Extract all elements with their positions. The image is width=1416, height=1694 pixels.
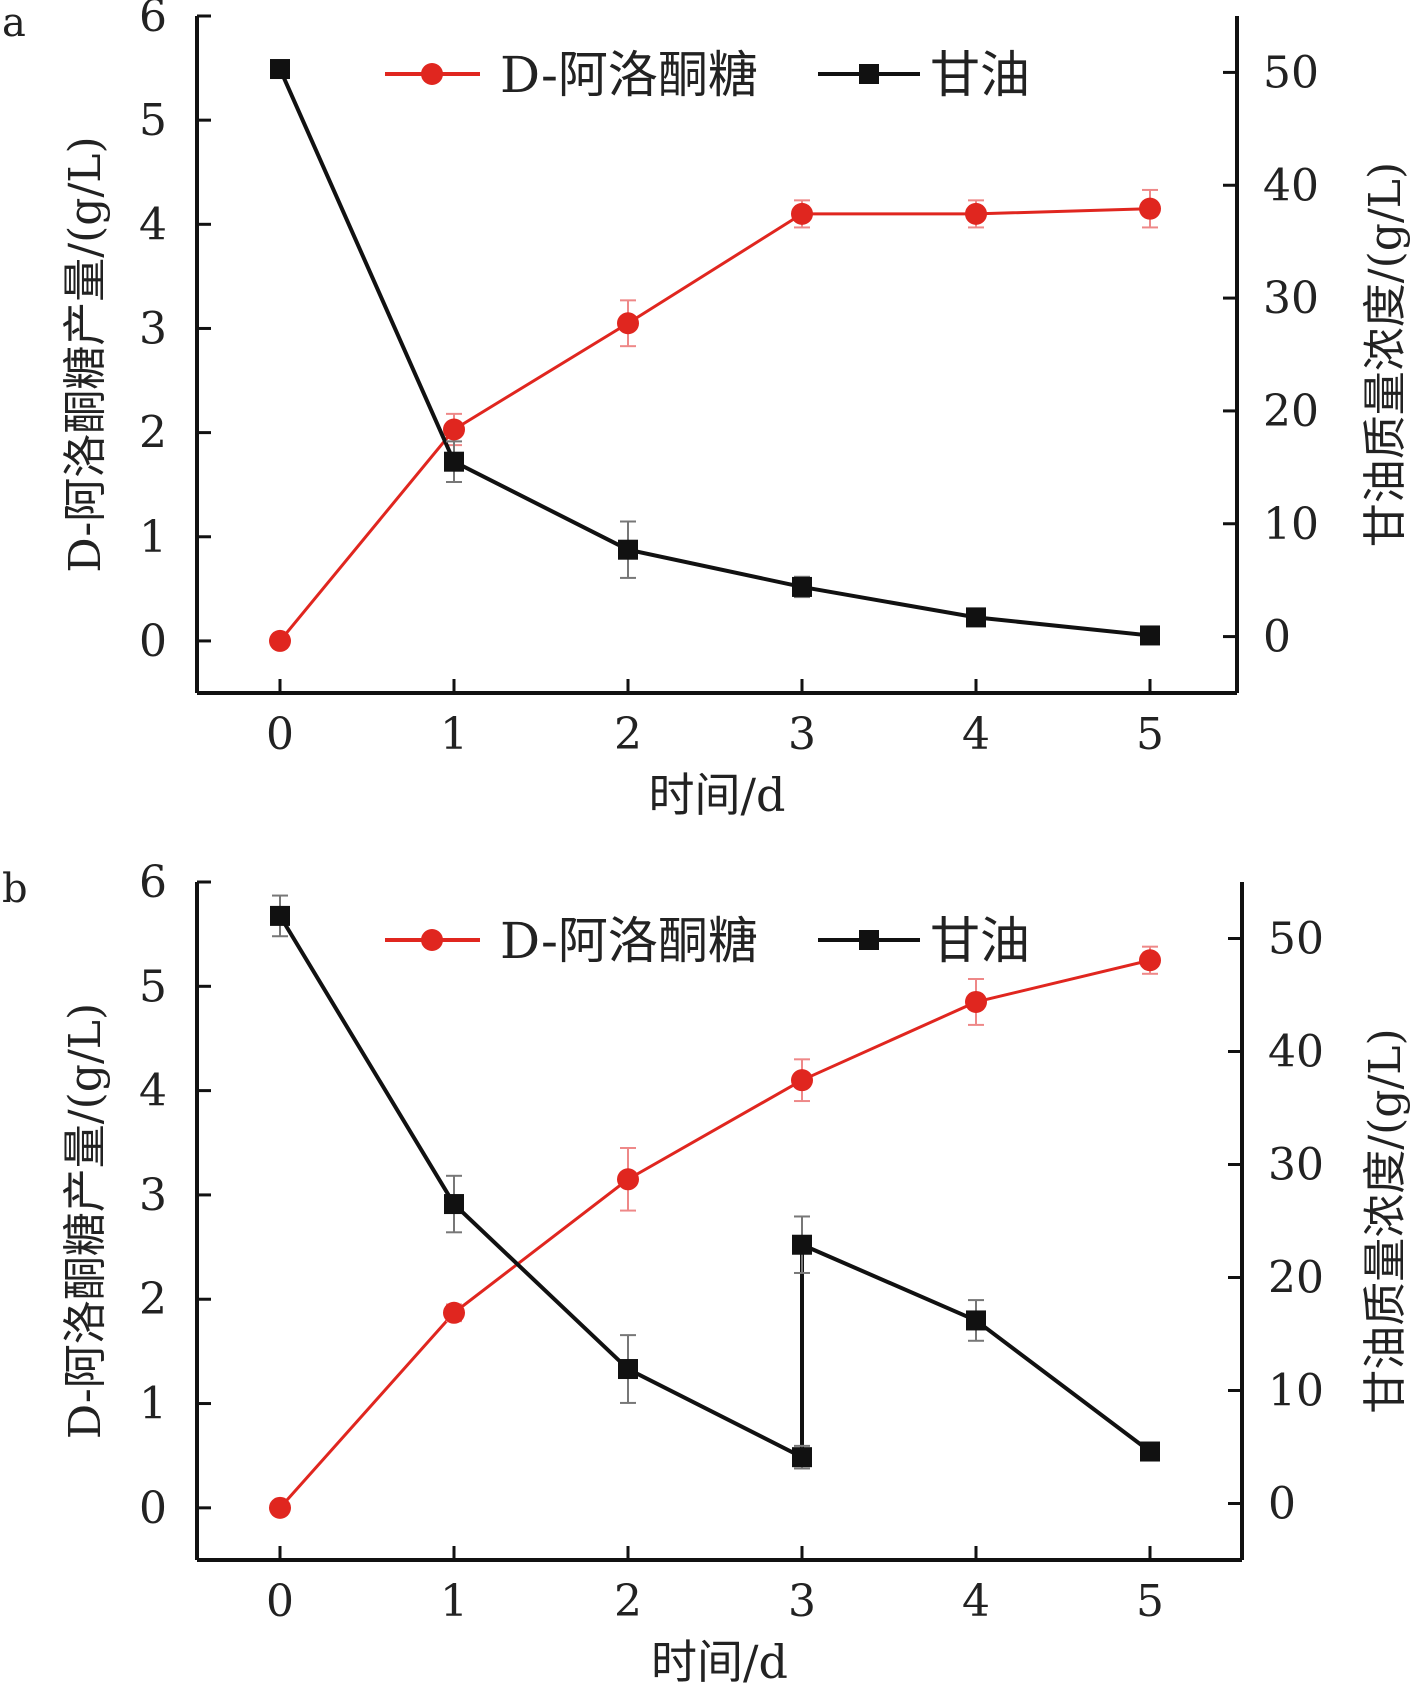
x-tick-label: 3 — [788, 1576, 816, 1627]
data-point — [792, 1447, 812, 1468]
x-tick-label: 0 — [266, 709, 294, 760]
y-tick-label: 4 — [139, 1066, 167, 1117]
legend-label: 甘油 — [930, 912, 1030, 970]
y-right-tick-label: 30 — [1268, 1140, 1324, 1191]
data-point — [965, 202, 987, 225]
series-line — [278, 207, 1151, 642]
legend: D-阿洛酮糖 甘油 — [385, 46, 1030, 104]
y-right-tick-label: 0 — [1268, 1479, 1296, 1530]
series-line — [278, 68, 1151, 638]
series-allulose — [269, 188, 1161, 652]
y-right-tick-label: 10 — [1268, 1366, 1324, 1417]
data-point — [444, 1194, 464, 1215]
y-right-tick-label: 40 — [1268, 1027, 1324, 1078]
x-tick-label: 3 — [788, 709, 816, 760]
y-tick-label: 6 — [139, 857, 167, 908]
data-point — [270, 59, 290, 80]
data-point — [1139, 949, 1161, 972]
data-point — [618, 1359, 638, 1380]
y-tick-label: 3 — [139, 303, 167, 354]
y-tick-label: 6 — [139, 0, 167, 42]
legend-marker-circle — [421, 63, 443, 85]
data-point — [1140, 1441, 1160, 1462]
y-tick-label: 1 — [139, 512, 167, 563]
y-right-axis-title: 甘油质量浓度/(g/L) — [1360, 1028, 1411, 1413]
legend-marker-square — [859, 64, 879, 84]
data-point — [443, 418, 465, 441]
x-tick-label: 4 — [962, 709, 990, 760]
data-point — [792, 576, 812, 597]
y-axis-title: D-阿洛酮糖产量/(g/L) — [60, 136, 111, 572]
x-tick-label: 5 — [1136, 709, 1164, 760]
y-right-tick-label: 0 — [1263, 612, 1291, 663]
data-point — [792, 1234, 812, 1255]
legend-label: D-阿洛酮糖 — [500, 912, 758, 970]
data-point — [269, 1496, 291, 1519]
y-right-tick-label: 40 — [1263, 160, 1319, 211]
y-tick-label: 2 — [139, 1274, 167, 1325]
x-axis-title: 时间/d — [651, 1635, 788, 1689]
y-tick-label: 0 — [139, 616, 167, 667]
series-allulose — [269, 945, 1161, 1519]
data-point — [617, 1168, 639, 1191]
series-glycerol — [270, 894, 1160, 1470]
legend-marker-square — [859, 930, 879, 950]
data-point — [444, 451, 464, 472]
x-tick-label: 1 — [440, 1576, 468, 1627]
series-line — [278, 958, 1151, 1509]
y-right-tick-label: 30 — [1263, 273, 1319, 324]
x-tick-label: 1 — [440, 709, 468, 760]
legend-marker-circle — [421, 929, 443, 951]
x-tick-label: 0 — [266, 1576, 294, 1627]
y-tick-label: 1 — [139, 1379, 167, 1430]
y-right-axis-title: 甘油质量浓度/(g/L) — [1360, 162, 1411, 547]
data-point — [270, 905, 290, 926]
data-point — [269, 629, 291, 652]
y-right-tick-label: 20 — [1263, 386, 1319, 437]
x-tick-label: 2 — [614, 709, 642, 760]
data-point — [618, 539, 638, 560]
y-right-tick-label: 50 — [1268, 914, 1324, 965]
panel-label: b — [2, 866, 28, 912]
data-point — [617, 312, 639, 335]
series-line — [278, 914, 1152, 1461]
y-right-tick-label: 20 — [1268, 1253, 1324, 1304]
legend-label: 甘油 — [930, 46, 1030, 104]
y-right-tick-label: 10 — [1263, 499, 1319, 550]
data-point — [791, 202, 813, 225]
data-point — [966, 1310, 986, 1331]
legend-label: D-阿洛酮糖 — [500, 46, 758, 104]
y-axis-title: D-阿洛酮糖产量/(g/L) — [60, 1003, 111, 1439]
data-point — [1139, 197, 1161, 220]
y-tick-label: 2 — [139, 408, 167, 459]
data-point — [965, 990, 987, 1013]
y-tick-label: 0 — [139, 1483, 167, 1534]
y-tick-label: 5 — [139, 95, 167, 146]
x-axis-title: 时间/d — [649, 768, 786, 822]
data-point — [966, 607, 986, 628]
series-glycerol — [270, 59, 1160, 646]
panel-label: a — [2, 0, 26, 46]
data-point — [1140, 625, 1160, 646]
legend: D-阿洛酮糖 甘油 — [385, 912, 1030, 970]
x-tick-label: 4 — [962, 1576, 990, 1627]
x-tick-label: 5 — [1136, 1576, 1164, 1627]
y-right-tick-label: 50 — [1263, 47, 1319, 98]
y-tick-label: 5 — [139, 961, 167, 1012]
x-tick-label: 2 — [614, 1576, 642, 1627]
data-point — [443, 1301, 465, 1324]
data-point — [791, 1069, 813, 1092]
y-tick-label: 4 — [139, 199, 167, 250]
y-tick-label: 3 — [139, 1170, 167, 1221]
